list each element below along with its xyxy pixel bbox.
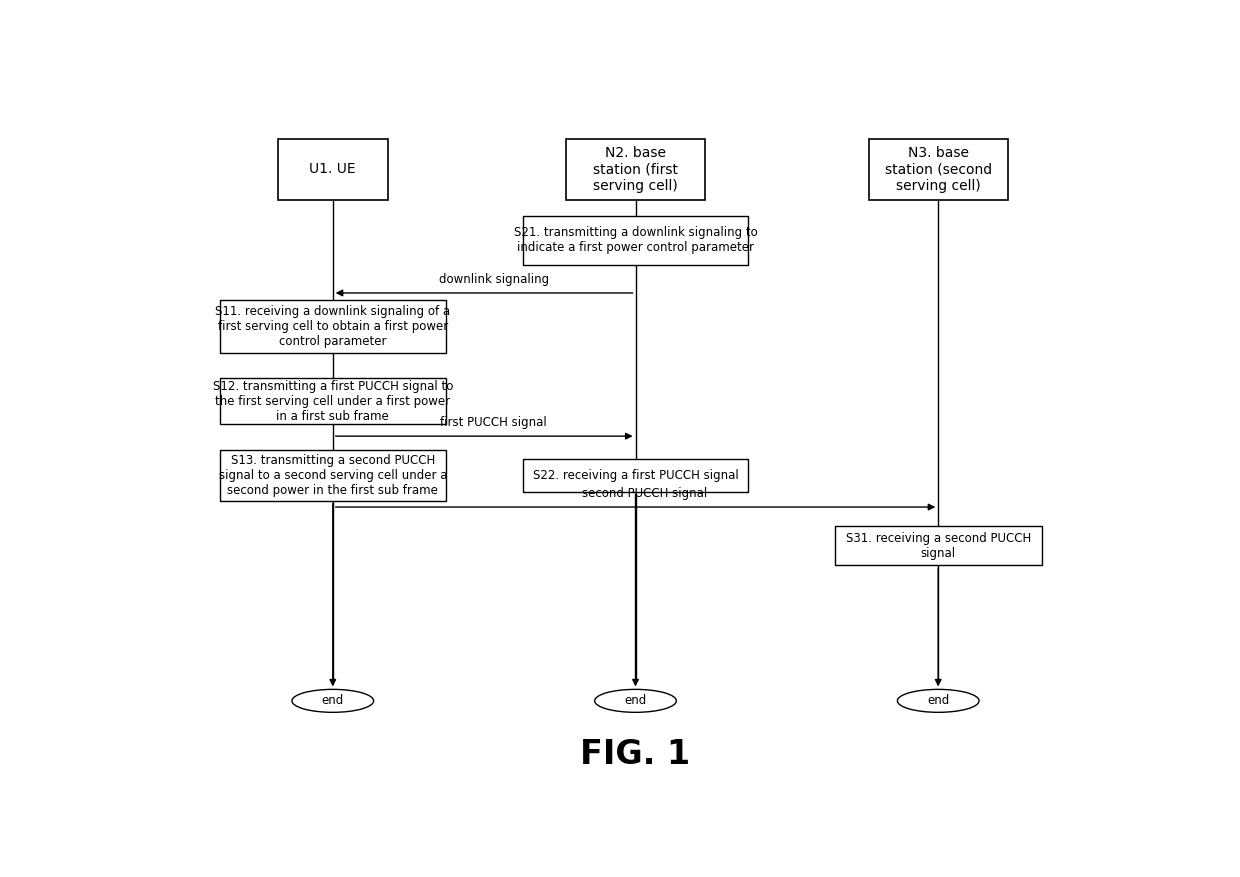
Bar: [219, 378, 445, 424]
Text: downlink signaling: downlink signaling: [439, 274, 549, 286]
Text: FIG. 1: FIG. 1: [580, 738, 691, 772]
Text: S12. transmitting a first PUCCH signal to
the first serving cell under a first p: S12. transmitting a first PUCCH signal t…: [212, 380, 453, 423]
Bar: [522, 216, 749, 265]
Text: end: end: [321, 695, 343, 708]
Ellipse shape: [291, 689, 373, 712]
Text: S13. transmitting a second PUCCH
signal to a second serving cell under a
second : S13. transmitting a second PUCCH signal …: [218, 453, 448, 496]
Bar: [565, 139, 706, 200]
Text: U1. UE: U1. UE: [310, 162, 356, 176]
Bar: [868, 139, 1008, 200]
Text: end: end: [928, 695, 950, 708]
Text: S22. receiving a first PUCCH signal: S22. receiving a first PUCCH signal: [533, 469, 738, 481]
Bar: [522, 459, 749, 491]
Ellipse shape: [898, 689, 980, 712]
Text: N3. base
station (second
serving cell): N3. base station (second serving cell): [884, 146, 992, 193]
Text: S11. receiving a downlink signaling of a
first serving cell to obtain a first po: S11. receiving a downlink signaling of a…: [216, 305, 450, 348]
Text: S31. receiving a second PUCCH
signal: S31. receiving a second PUCCH signal: [846, 531, 1030, 560]
Text: first PUCCH signal: first PUCCH signal: [440, 417, 547, 430]
Bar: [219, 450, 445, 501]
Text: end: end: [625, 695, 646, 708]
Text: S21. transmitting a downlink signaling to
indicate a first power control paramet: S21. transmitting a downlink signaling t…: [513, 226, 758, 254]
Bar: [835, 526, 1042, 565]
Ellipse shape: [595, 689, 676, 712]
Bar: [219, 301, 445, 353]
Bar: [278, 139, 388, 200]
Text: second PUCCH signal: second PUCCH signal: [583, 488, 708, 500]
Text: N2. base
station (first
serving cell): N2. base station (first serving cell): [593, 146, 678, 193]
